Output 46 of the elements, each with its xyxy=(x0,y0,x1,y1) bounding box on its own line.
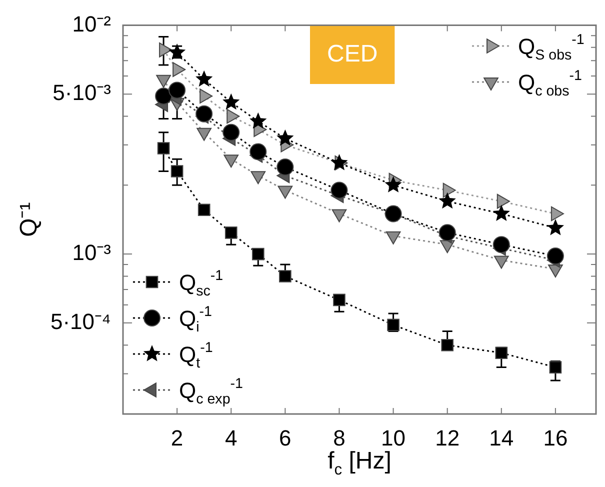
point xyxy=(330,154,348,170)
x-tick-label: 12 xyxy=(435,425,460,450)
y-tick-label: 5·10⁻³ xyxy=(52,80,111,106)
point xyxy=(168,82,186,99)
point xyxy=(222,124,240,141)
point xyxy=(546,218,564,236)
point xyxy=(157,142,170,154)
x-tick-label: 14 xyxy=(489,425,514,450)
point xyxy=(222,93,240,110)
point xyxy=(224,226,238,239)
point xyxy=(196,105,213,122)
annotation: CED xyxy=(327,40,378,68)
point xyxy=(276,129,294,146)
point xyxy=(495,346,508,360)
point xyxy=(250,143,267,160)
x-tick-label: 6 xyxy=(279,425,292,450)
point xyxy=(546,248,564,265)
y-tick-label: 10⁻³ xyxy=(72,240,111,266)
point xyxy=(155,88,172,105)
point xyxy=(438,224,456,242)
point xyxy=(168,43,186,60)
point xyxy=(384,205,402,222)
point xyxy=(276,158,294,176)
x-tick-label: 16 xyxy=(543,425,568,450)
point xyxy=(170,165,184,178)
point xyxy=(387,318,400,332)
y-tick-label: 5·10⁻⁴ xyxy=(50,308,111,334)
point xyxy=(438,192,456,209)
point xyxy=(198,204,210,216)
x-tick-label: 2 xyxy=(170,425,184,450)
y-tick-label: 10⁻² xyxy=(72,11,111,36)
point xyxy=(384,176,402,192)
point xyxy=(333,294,346,306)
y-axis-title: Q⁻¹ xyxy=(16,202,43,237)
point xyxy=(492,236,510,254)
point xyxy=(252,248,264,260)
point xyxy=(279,270,292,282)
point xyxy=(196,70,213,87)
point xyxy=(250,112,267,129)
point xyxy=(549,361,562,374)
point xyxy=(330,182,348,199)
x-tick-label: 10 xyxy=(381,425,406,450)
point xyxy=(492,204,510,222)
point xyxy=(441,338,454,352)
x-tick-label: 8 xyxy=(333,425,346,450)
x-tick-label: 4 xyxy=(224,425,238,450)
